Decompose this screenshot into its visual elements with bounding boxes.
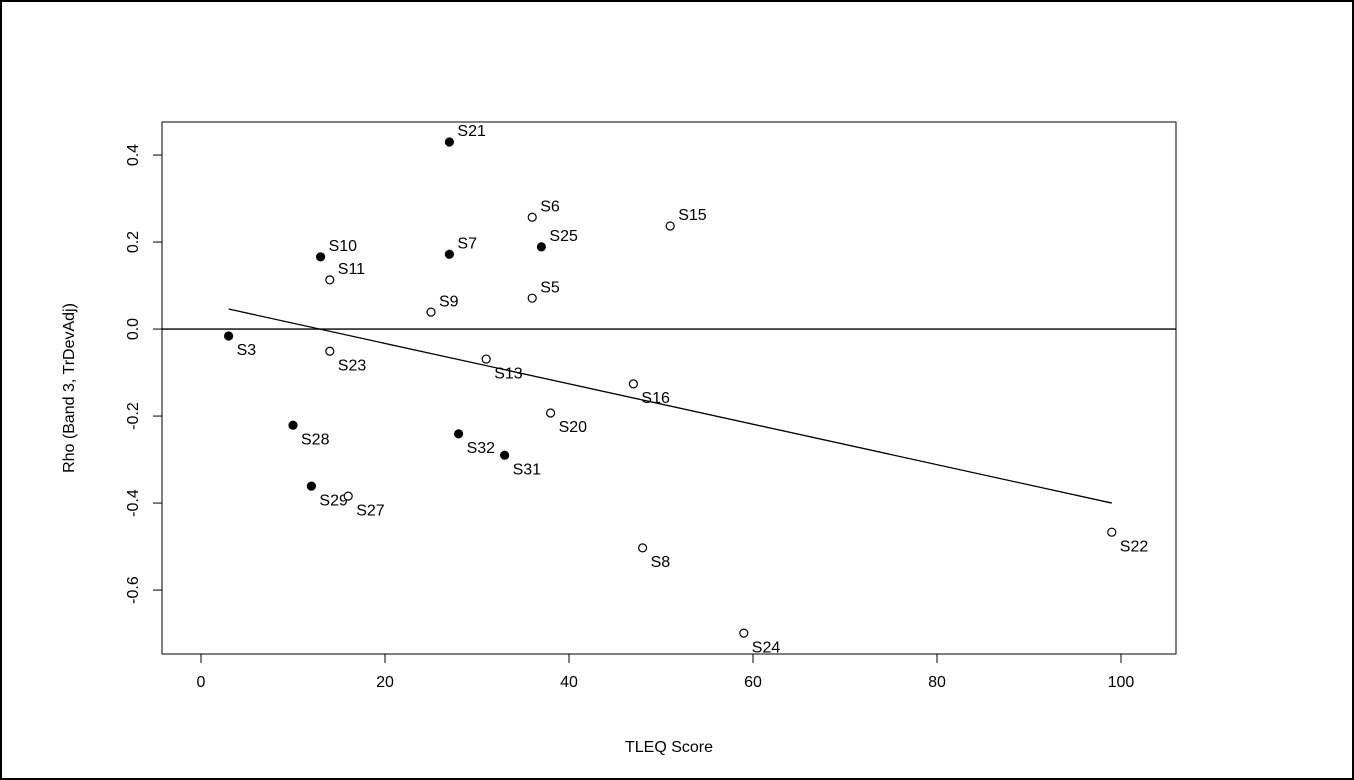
y-axis-label: Rho (Band 3, TrDevAdj) (61, 303, 78, 473)
point-label: S11 (338, 261, 365, 278)
point-label: S15 (678, 207, 707, 224)
point-label: S5 (540, 279, 560, 296)
point-label: S29 (319, 492, 348, 509)
point-label: S6 (540, 198, 560, 215)
point (444, 137, 455, 147)
plot-box (161, 121, 1177, 655)
x-tick-label: 40 (560, 674, 578, 691)
point (444, 249, 455, 259)
x-tick-label: 100 (1108, 674, 1135, 691)
point (499, 450, 510, 460)
point (343, 491, 353, 501)
point (628, 379, 638, 389)
point (739, 628, 749, 638)
point-label: S23 (338, 357, 367, 374)
fit-line (228, 308, 1112, 504)
x-tick-label: 80 (928, 674, 946, 691)
point (288, 420, 298, 430)
point (325, 346, 335, 356)
point-label: S10 (329, 238, 358, 255)
point-label: S16 (641, 390, 670, 407)
x-tick-label: 60 (744, 674, 762, 691)
point (454, 429, 464, 439)
point (426, 307, 436, 317)
point-label: S31 (513, 461, 542, 478)
point (527, 293, 537, 303)
x-tick-label: 0 (197, 674, 206, 691)
y-tick-label: -0.2 (125, 402, 142, 430)
point (545, 408, 556, 418)
point-label: S28 (301, 431, 330, 448)
y-tick-label: -0.6 (125, 576, 142, 604)
point-label: S9 (439, 293, 459, 310)
point (1107, 527, 1117, 537)
y-tick-label: 0.2 (125, 231, 142, 253)
x-tick-label: 20 (376, 674, 394, 691)
point-label: S21 (457, 123, 486, 140)
point-label: S25 (549, 228, 578, 245)
x-axis-label: TLEQ Score (625, 739, 713, 756)
point (306, 481, 317, 491)
y-tick-label: 0.4 (125, 144, 142, 166)
y-tick-label: 0.0 (125, 318, 142, 340)
point-label: S32 (467, 440, 496, 457)
point-label: S22 (1120, 538, 1149, 555)
point (536, 242, 546, 252)
point (224, 331, 234, 341)
point-label: S27 (356, 502, 385, 519)
point (325, 275, 335, 285)
y-tick-label: -0.4 (125, 489, 142, 517)
point (481, 354, 491, 364)
point (637, 543, 648, 553)
point-label: S20 (559, 419, 588, 436)
point-label: S24 (752, 639, 781, 656)
point-label: S7 (457, 235, 477, 252)
point-label: S3 (237, 342, 257, 359)
point-label: S13 (494, 365, 523, 382)
point (316, 252, 326, 262)
point (665, 221, 675, 231)
point-label: S8 (651, 554, 671, 571)
point (527, 212, 537, 222)
